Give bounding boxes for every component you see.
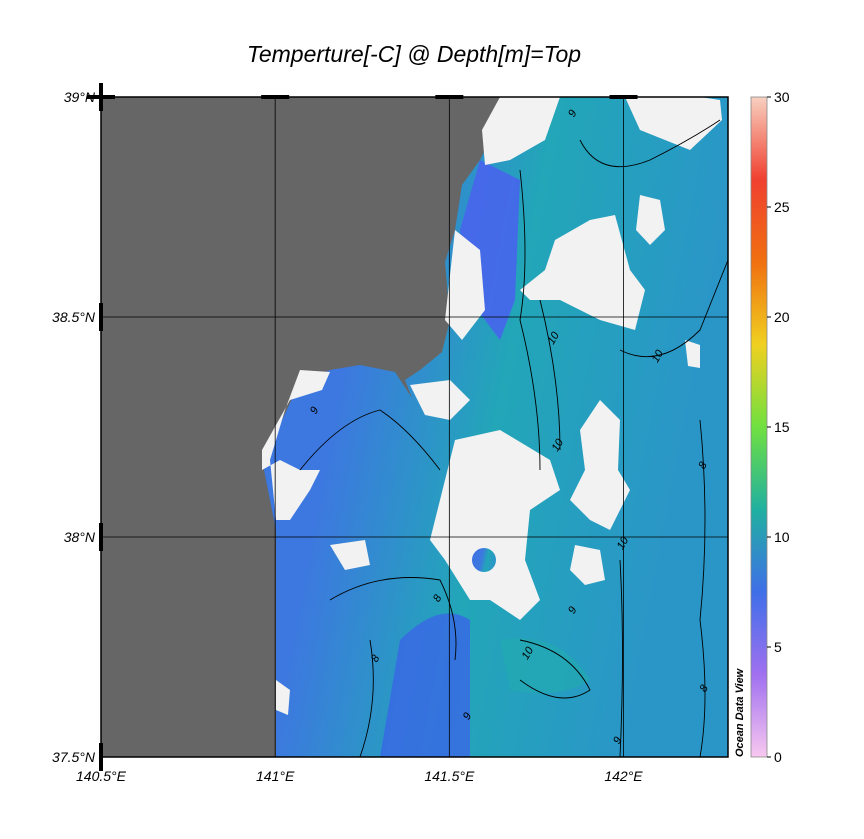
y-tick-label: 37.5°N bbox=[52, 749, 96, 765]
watermark: Ocean Data View bbox=[734, 667, 746, 757]
warm-region bbox=[500, 638, 590, 694]
x-tick-label: 141.5°E bbox=[424, 768, 475, 784]
y-tick-label: 38.5°N bbox=[52, 309, 96, 325]
no-data-areas bbox=[262, 97, 722, 715]
colorbar-tick-label: 25 bbox=[774, 199, 790, 215]
contour-lines bbox=[299, 119, 728, 757]
cool-region bbox=[380, 613, 470, 757]
tick-mark bbox=[99, 303, 103, 331]
y-tick-label: 38°N bbox=[64, 529, 96, 545]
contour-label: 9 bbox=[566, 605, 579, 616]
map-title: Temperture[-C] @ Depth[m]=Top bbox=[247, 41, 581, 67]
contour-label: 9 bbox=[611, 735, 624, 746]
colorbar-tick-label: 30 bbox=[774, 89, 790, 105]
x-tick-label: 142°E bbox=[604, 768, 643, 784]
colorbar-tick-label: 20 bbox=[774, 309, 790, 325]
colorbar-tick-label: 0 bbox=[774, 749, 782, 765]
contour-label: 9 bbox=[308, 405, 321, 416]
y-tick-label: 39°N bbox=[64, 89, 96, 105]
tick-mark bbox=[99, 743, 103, 771]
x-tick-label: 140.5°E bbox=[76, 768, 127, 784]
ocean-field bbox=[472, 548, 496, 572]
colorbar-tick-label: 15 bbox=[774, 419, 790, 435]
contour-label: 9 bbox=[461, 711, 474, 722]
tick-mark bbox=[99, 523, 103, 551]
land bbox=[101, 97, 500, 757]
map-field bbox=[101, 97, 728, 757]
tick-mark bbox=[99, 83, 103, 111]
colorbar bbox=[750, 96, 768, 758]
x-tick-label: 141°E bbox=[256, 768, 295, 784]
contour-label: 9 bbox=[566, 108, 579, 119]
colorbar-tick-label: 5 bbox=[774, 639, 782, 655]
colorbar-tick-label: 10 bbox=[774, 529, 790, 545]
